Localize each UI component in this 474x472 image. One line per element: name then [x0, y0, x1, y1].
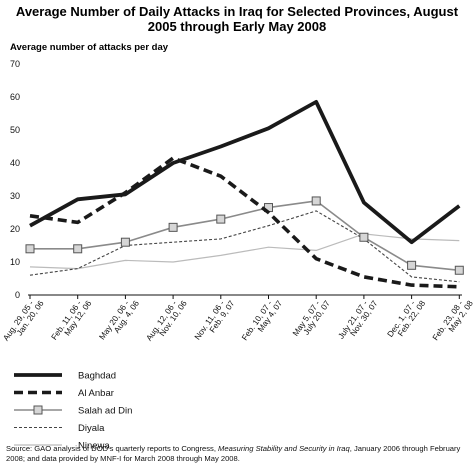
- y-tick-label: 40: [10, 158, 20, 168]
- series-line-al-anbar: [29, 156, 460, 289]
- series-line-baghdad: [29, 100, 461, 245]
- data-point-marker: [454, 265, 464, 275]
- chart-title-line-1: Average Number of Daily Attacks in Iraq …: [16, 4, 459, 19]
- source-note-suffix: , January 2006 through February 2008; an…: [6, 444, 461, 463]
- y-axis-ticks: 0 10 20 30 40 50 60 70: [10, 59, 20, 300]
- data-point-marker: [407, 260, 417, 270]
- x-axis-ticks: Aug. 29, 05 -Jan. 20, 06 Feb. 11, 06 -May…: [1, 295, 474, 343]
- series-line-diyala: [29, 210, 460, 283]
- source-note-prefix: Source: GAO analysis of DOD's quarterly …: [6, 444, 219, 453]
- y-tick-label: 50: [10, 125, 20, 135]
- data-point-marker: [25, 244, 35, 254]
- series-line-ninewa: [29, 233, 460, 270]
- source-note: Source: GAO analysis of DOD's quarterly …: [6, 444, 468, 464]
- series-line-salah-ad-din: [30, 200, 460, 272]
- data-point-marker: [311, 196, 321, 206]
- y-tick-label: 30: [10, 191, 20, 201]
- legend-marker: [33, 405, 43, 415]
- legend-label: Diyala: [78, 423, 105, 434]
- data-point-marker: [216, 214, 226, 224]
- y-tick-label: 70: [10, 59, 20, 69]
- legend-label: Baghdad: [78, 371, 116, 382]
- y-axis-label: Average number of attacks per day: [10, 42, 169, 53]
- y-tick-label: 20: [10, 224, 20, 234]
- series-layer: [25, 100, 464, 289]
- legend-label: Al Anbar: [78, 388, 114, 399]
- data-point-marker: [120, 237, 130, 247]
- data-point-marker: [168, 222, 178, 232]
- y-tick-label: 0: [15, 290, 20, 300]
- y-tick-label: 10: [10, 257, 20, 267]
- data-point-marker: [73, 244, 83, 254]
- chart-title-line-2: 2005 through Early May 2008: [148, 19, 326, 34]
- legend-label: Ninewa: [78, 441, 110, 452]
- legend: Baghdad Al Anbar Salah ad Din Diyala Ninewa: [14, 371, 132, 452]
- legend-label: Salah ad Din: [78, 406, 132, 417]
- y-tick-label: 60: [10, 92, 20, 102]
- source-note-title: Measuring Stability and Security in Iraq: [218, 444, 350, 453]
- data-point-marker: [359, 232, 369, 242]
